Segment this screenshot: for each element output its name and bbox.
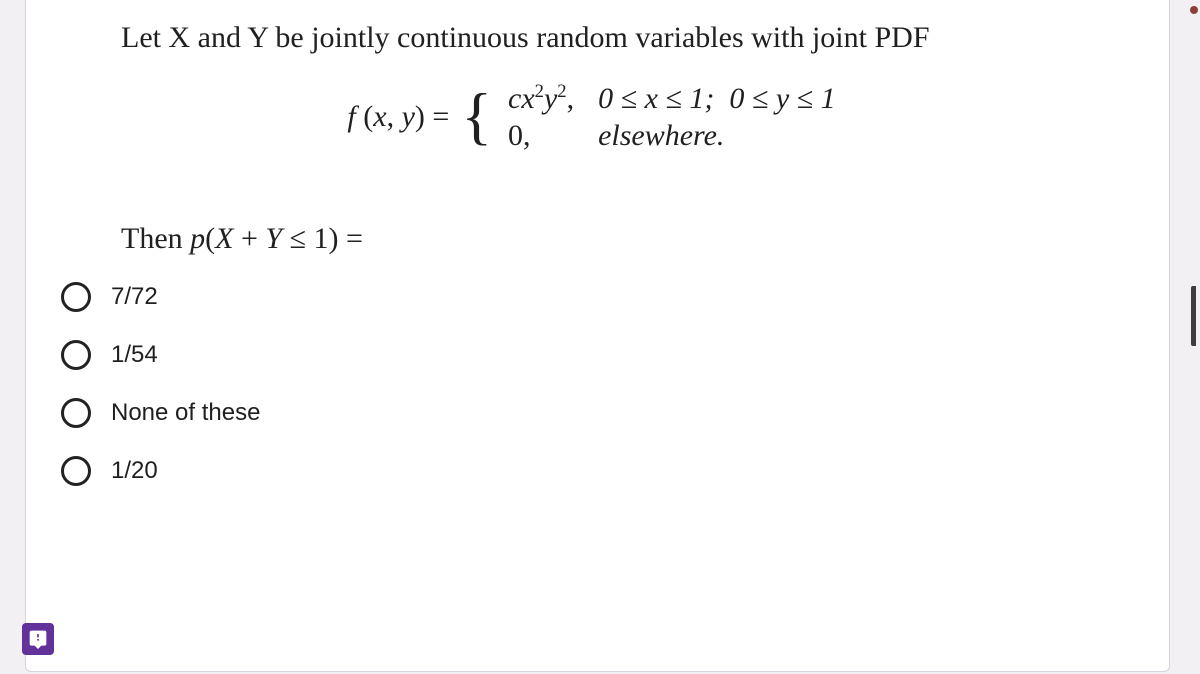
case2-expr: 0, [506,118,594,153]
case2-cond: elsewhere. [596,118,856,153]
case1-cond: 0 ≤ x ≤ 1; 0 ≤ y ≤ 1 [596,81,856,116]
option-4[interactable]: 1/20 [61,456,1084,486]
option-2[interactable]: 1/54 [61,340,1084,370]
speech-alert-icon [28,629,48,649]
radio-icon [61,340,91,370]
option-3[interactable]: None of these [61,398,1084,428]
case1-expr: cx2y2, [506,81,594,116]
question-intro: Let X and Y be jointly continuous random… [121,18,1084,59]
radio-icon [61,456,91,486]
pdf-formula: f (x, y) = { cx2y2, 0 ≤ x ≤ 1; 0 ≤ y ≤ 1… [121,79,1084,162]
option-label: 7/72 [111,283,158,311]
question-card: Let X and Y be jointly continuous random… [25,0,1170,672]
option-1[interactable]: 7/72 [61,282,1084,312]
option-label: 1/54 [111,341,158,369]
question-then: Then p(X + Y ≤ 1) = [121,222,1084,256]
option-label: 1/20 [111,457,158,485]
radio-icon [61,282,91,312]
report-problem-button[interactable] [22,623,54,655]
scroll-thumb[interactable] [1191,286,1199,346]
radio-icon [61,398,91,428]
scroll-indicator-dot [1190,6,1198,14]
option-label: None of these [111,399,260,427]
options-group: 7/72 1/54 None of these 1/20 [61,282,1084,486]
